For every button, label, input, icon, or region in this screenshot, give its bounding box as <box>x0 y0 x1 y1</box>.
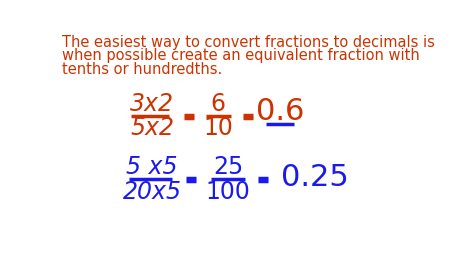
Text: 0.25: 0.25 <box>281 163 349 192</box>
Text: 10: 10 <box>203 117 233 140</box>
Text: 5x2: 5x2 <box>130 117 174 140</box>
Text: The easiest way to convert fractions to decimals is: The easiest way to convert fractions to … <box>63 35 435 50</box>
Text: 5 x5: 5 x5 <box>127 155 178 179</box>
Text: 0.6: 0.6 <box>256 97 304 126</box>
Text: tenths or hundredths.: tenths or hundredths. <box>63 62 223 77</box>
Text: 25: 25 <box>213 155 243 179</box>
Text: 6: 6 <box>210 92 226 116</box>
Text: when possible create an equivalent fraction with: when possible create an equivalent fract… <box>63 48 420 63</box>
Text: 20x5: 20x5 <box>123 179 182 204</box>
Text: 3x2: 3x2 <box>130 92 174 116</box>
Text: 100: 100 <box>206 179 251 204</box>
